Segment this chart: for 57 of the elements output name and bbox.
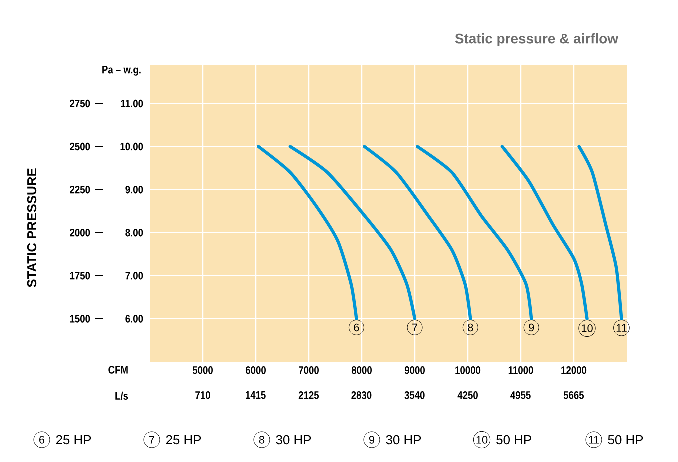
x-tick-label: 11000: [508, 366, 534, 374]
chart-title: Static pressure & airflow: [455, 34, 618, 47]
x-tick-label: 5000: [192, 366, 213, 374]
y-tick-label: 1750: [70, 272, 90, 280]
x-tick-label: 8000: [352, 366, 372, 374]
y-tick-label: 2000: [70, 228, 90, 237]
y-tick-label: 2750: [70, 100, 90, 108]
text: 30 HP: [276, 435, 312, 445]
x-tick-label: 6000: [246, 366, 266, 374]
x2-tick-label: 2830: [352, 392, 372, 400]
line-series: [500, 145, 589, 321]
text: 10: [476, 436, 488, 444]
y2-tick-label: 6.00: [126, 315, 144, 323]
x2-tick-label: 710: [196, 392, 210, 400]
text: 50 HP: [496, 435, 532, 445]
text: 6: [40, 436, 45, 444]
y-axis-title: STATIC PRESSURE: [27, 168, 37, 288]
y2-tick-label: 10.00: [120, 142, 144, 151]
line-series: [257, 145, 358, 321]
x2-tick-label: 1415: [246, 392, 266, 400]
y2-tick-label: 7.00: [126, 272, 144, 280]
line-series: [416, 145, 534, 321]
line-series: [363, 145, 472, 321]
text: 9: [369, 436, 375, 444]
y-tick-label: 2500: [70, 142, 90, 151]
text: 30 HP: [386, 435, 422, 445]
series-label: 6: [354, 324, 360, 332]
line-series: [578, 145, 624, 321]
y2-tick-label: 9.00: [126, 186, 144, 194]
y2-tick-label: 11.00: [121, 100, 144, 108]
x2-tick-label: 3540: [404, 392, 425, 400]
text: 25 HP: [166, 435, 202, 445]
series-label: 8: [468, 324, 474, 332]
text: 11: [589, 436, 600, 444]
x-tick-label: 10000: [456, 366, 481, 374]
text: 50 HP: [608, 435, 644, 445]
text: Pa – w.g.: [102, 66, 141, 76]
text: 8: [259, 436, 265, 444]
x-tick-label: 12000: [562, 366, 587, 374]
series-label: 9: [529, 324, 534, 332]
series-label: 10: [582, 324, 593, 332]
x2-tick-label: 2125: [298, 392, 320, 400]
x2-axis-title: L/s: [116, 392, 128, 400]
x-axis-title: CFM: [108, 366, 128, 374]
series-label: 11: [616, 324, 627, 332]
y-tick-label: 1500: [70, 315, 90, 323]
x2-tick-label: 5665: [564, 392, 584, 400]
x2-tick-label: 4955: [510, 392, 531, 400]
text: 7: [150, 436, 155, 444]
text: 25 HP: [56, 435, 92, 445]
x-tick-label: 7000: [299, 366, 319, 374]
line-series: [288, 145, 417, 321]
x-tick-label: 9000: [404, 366, 425, 374]
series-label: 7: [412, 324, 418, 332]
y2-tick-label: 8.00: [126, 228, 144, 237]
y-tick-label: 2250: [70, 186, 90, 194]
x2-tick-label: 4250: [458, 392, 478, 400]
